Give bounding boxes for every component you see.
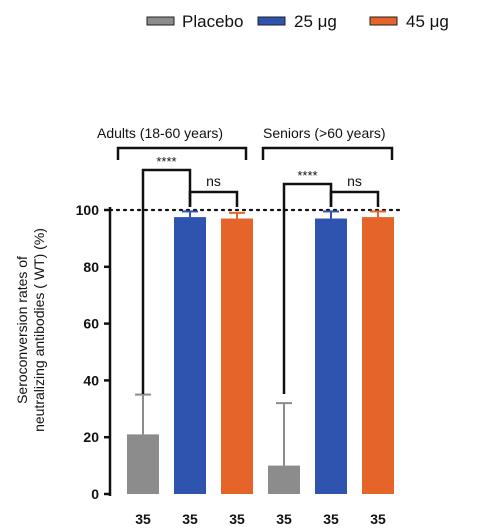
group-label-seniors: Seniors (>60 years) bbox=[263, 125, 386, 141]
sample-size-label: 35 bbox=[135, 511, 151, 527]
y-tick-label: 100 bbox=[76, 202, 100, 218]
bars bbox=[127, 210, 394, 494]
legend-label-25ug: 25 μg bbox=[294, 12, 337, 31]
legend-label-placebo: Placebo bbox=[182, 12, 243, 31]
legend: Placebo 25 μg 45 μg bbox=[146, 12, 449, 31]
sample-sizes: 35 35 35 35 35 35 bbox=[135, 511, 386, 527]
y-tick-label: 60 bbox=[83, 316, 99, 332]
sample-size-label: 35 bbox=[182, 511, 198, 527]
group-label-adults: Adults (18-60 years) bbox=[97, 125, 223, 141]
significance-label-3: ns bbox=[347, 173, 362, 189]
bar-3 bbox=[268, 465, 300, 494]
sample-size-label: 35 bbox=[370, 511, 386, 527]
group-bracket-seniors bbox=[261, 146, 394, 160]
bar-2 bbox=[221, 218, 253, 494]
significance-label-0: **** bbox=[156, 154, 176, 169]
significance-bracket-0 bbox=[141, 168, 192, 394]
y-axis-label-line2: neutralizing antibodies ( WT) (%) bbox=[31, 228, 47, 432]
legend-label-45ug: 45 μg bbox=[406, 12, 449, 31]
bar-5 bbox=[362, 217, 394, 494]
legend-swatch-25ug bbox=[257, 16, 286, 26]
group-bracket-adults bbox=[116, 146, 248, 160]
y-tick-label: 80 bbox=[83, 259, 99, 275]
significance-label-1: ns bbox=[206, 173, 221, 189]
significance-brackets: **** ns **** ns bbox=[141, 154, 380, 394]
significance-label-2: **** bbox=[297, 168, 317, 183]
significance-bracket-1 bbox=[188, 190, 239, 207]
y-tick-label: 0 bbox=[91, 486, 99, 502]
legend-swatch-45ug bbox=[369, 16, 398, 26]
sample-size-label: 35 bbox=[229, 511, 245, 527]
bar-1 bbox=[174, 217, 206, 494]
y-axis-label-line1: Seroconversion rates of bbox=[14, 256, 30, 404]
significance-bracket-3 bbox=[329, 190, 380, 207]
sample-size-label: 35 bbox=[276, 511, 292, 527]
y-tick-label: 20 bbox=[83, 429, 99, 445]
bar-4 bbox=[315, 218, 347, 494]
y-ticks: 0 20 40 60 80 100 bbox=[76, 202, 404, 502]
legend-swatch-placebo bbox=[146, 16, 175, 26]
y-tick-label: 40 bbox=[83, 372, 99, 388]
bar-0 bbox=[127, 434, 159, 494]
sample-size-label: 35 bbox=[323, 511, 339, 527]
